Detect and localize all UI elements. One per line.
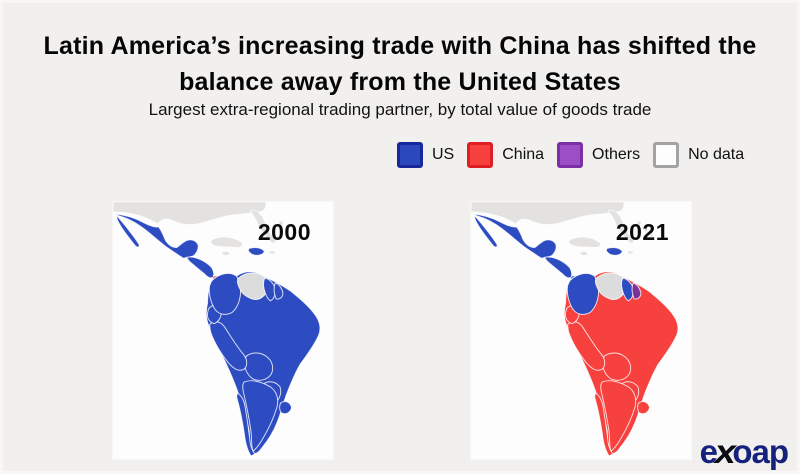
legend: US China Others No data — [397, 141, 744, 169]
legend-label: Others — [592, 146, 641, 163]
title-line-2: balance away from the United States — [179, 67, 621, 96]
legend-item-us: US — [397, 142, 454, 168]
country-dominican-republic — [247, 246, 266, 256]
others-color-swatch-icon — [557, 142, 584, 168]
logo-text-suffix: oap — [732, 433, 789, 470]
region-central-america — [185, 256, 215, 279]
year-label-2021: 2021 — [615, 219, 669, 245]
subtitle: Largest extra-regional trading partner, … — [148, 100, 652, 119]
legend-label: No data — [688, 146, 745, 163]
region-central-america — [543, 256, 573, 279]
country-jamaica — [579, 250, 589, 256]
map-panel-2021: 2021 — [470, 201, 692, 460]
page-title: Latin America’s increasing trade with Ch… — [10, 28, 790, 100]
logo-text-prefix: e — [699, 433, 718, 470]
country-cuba — [568, 236, 601, 248]
exoap-logo: exoap — [699, 433, 789, 470]
country-colombia — [566, 272, 600, 315]
country-uruguay — [279, 400, 293, 415]
title-line-1: Latin America’s increasing trade with Ch… — [43, 31, 757, 60]
legend-item-nodata: No data — [653, 142, 744, 168]
us-color-swatch-icon — [397, 142, 423, 168]
puerto-rico-island — [626, 250, 634, 255]
country-colombia — [208, 272, 242, 315]
country-jamaica — [221, 250, 231, 256]
logo-x-mark-icon: x — [714, 433, 736, 470]
legend-label: US — [432, 146, 455, 163]
china-color-swatch-icon — [467, 142, 494, 168]
puerto-rico-island — [268, 250, 276, 255]
legend-label: China — [502, 146, 545, 163]
country-cuba — [210, 236, 243, 248]
year-label-2000: 2000 — [257, 219, 311, 245]
map-panel-2000: 2000 — [112, 201, 334, 460]
country-dominican-republic — [605, 246, 624, 256]
legend-item-others: Others — [557, 142, 640, 168]
legend-item-china: China — [467, 142, 544, 168]
nodata-color-swatch-icon — [653, 142, 680, 168]
country-uruguay — [637, 400, 651, 415]
